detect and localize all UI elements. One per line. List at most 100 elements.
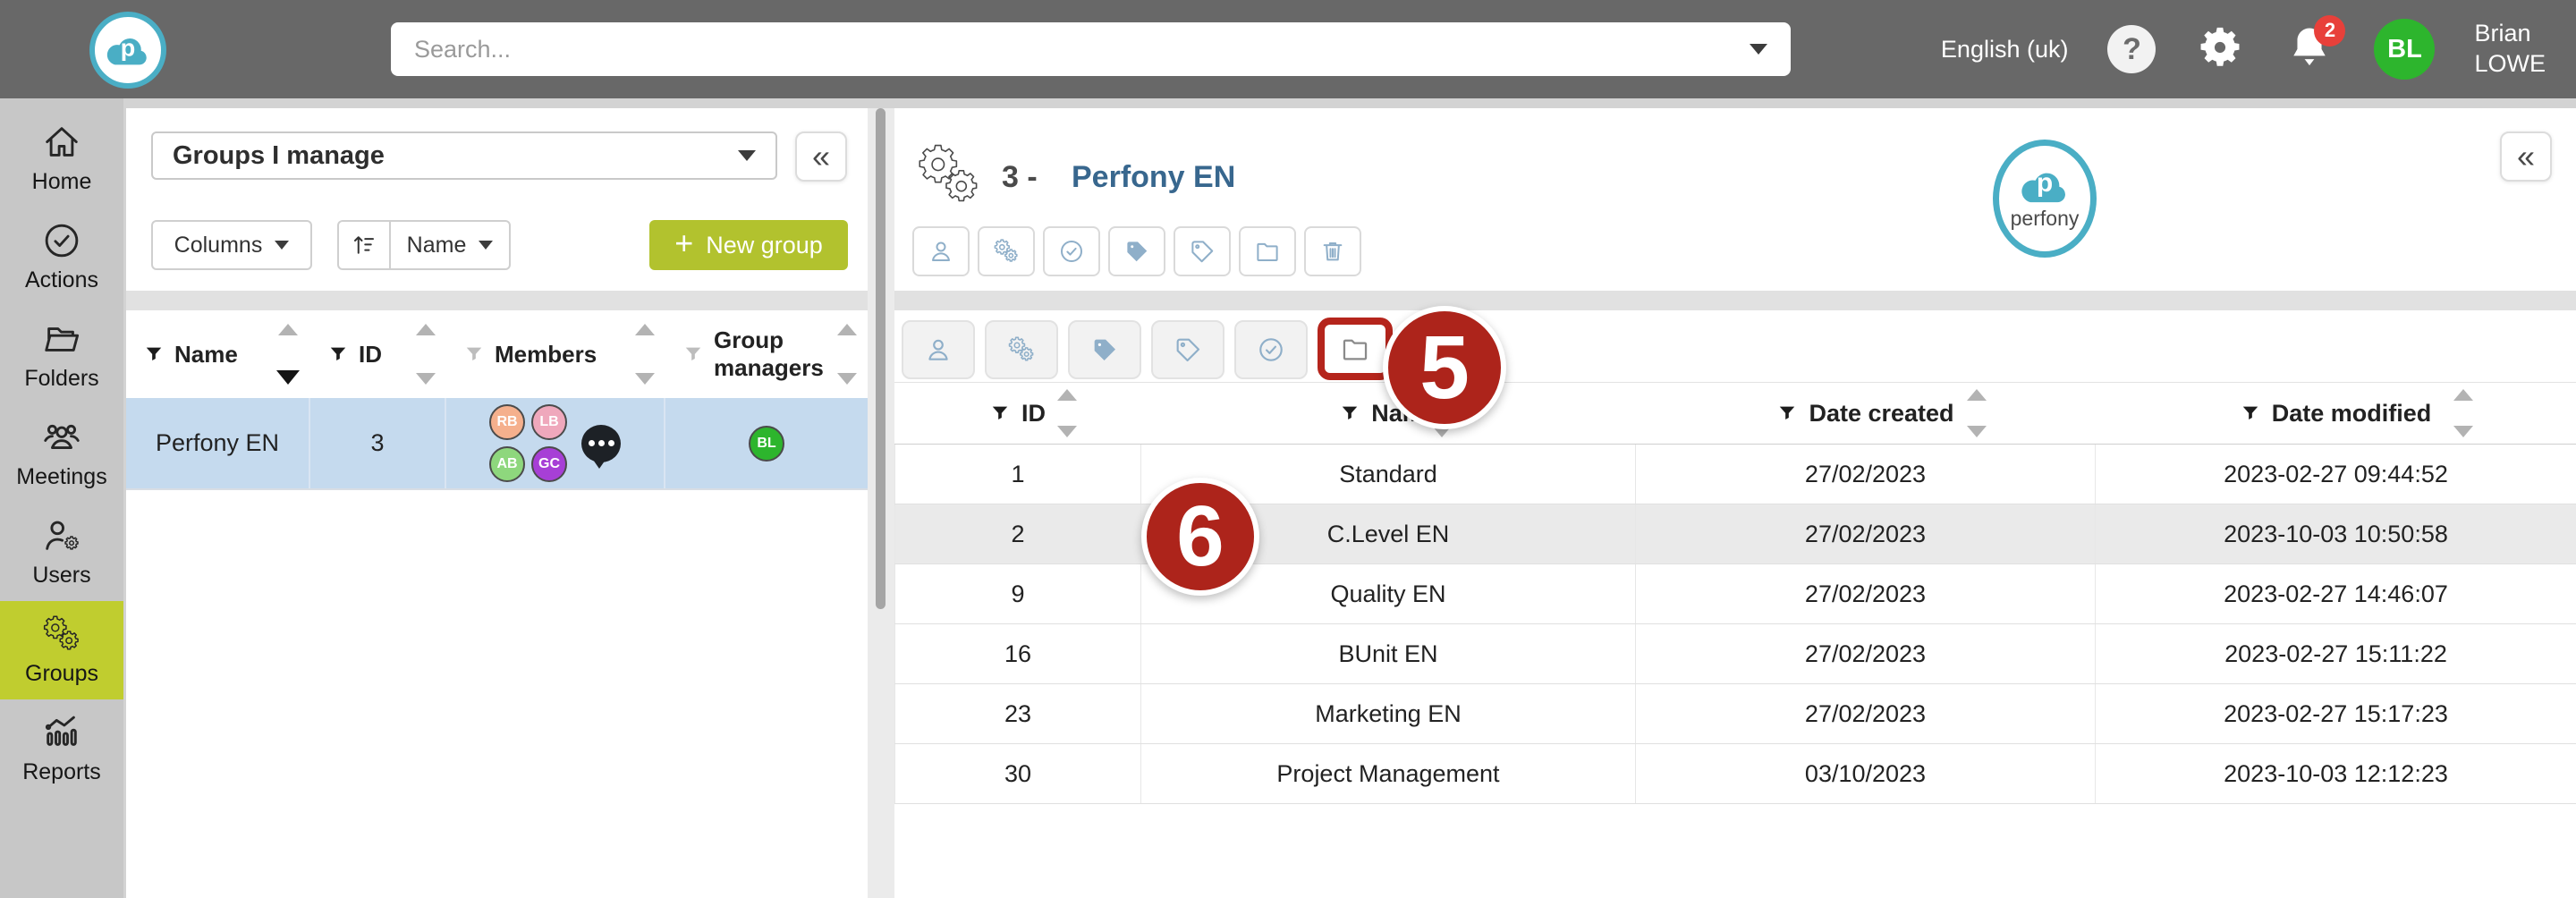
delete-button[interactable] [1304,226,1361,276]
sort-desc-icon[interactable] [635,373,655,385]
filter-icon[interactable] [328,344,348,364]
subgroups-toolbar [902,318,1393,380]
member-avatar[interactable]: LB [531,404,567,440]
tags-outline-button[interactable] [1151,320,1224,379]
logo-text: perfony [2010,206,2080,230]
user-avatar[interactable]: BL [2374,19,2436,80]
sort-desc-icon[interactable] [1057,426,1077,437]
collapse-left-panel-button[interactable]: « [795,131,847,182]
column-header-date-modified[interactable]: Date modified [2096,383,2576,444]
sort-desc-icon[interactable] [2453,426,2473,437]
manager-avatar[interactable]: BL [749,425,784,462]
sort-arrows[interactable] [416,324,436,385]
sidebar-item-meetings[interactable]: Meetings [0,404,123,503]
folders-button[interactable] [1239,226,1296,276]
filter-icon[interactable] [683,344,703,364]
app-logo[interactable]: p [89,12,166,89]
check-circle-icon [41,220,82,261]
divider-band [894,291,2576,310]
collapse-right-panel-button[interactable]: « [2500,131,2552,182]
filter-icon[interactable] [1777,403,1797,423]
sidebar-item-actions[interactable]: Actions [0,208,123,306]
user-name: Brian LOWE [2474,20,2546,77]
folder-icon [1340,334,1370,364]
settings-button[interactable] [2195,22,2245,77]
column-header-id[interactable]: ID [894,383,1141,444]
sort-asc-icon[interactable] [837,324,857,335]
user-gear-icon [41,515,82,556]
member-avatar[interactable]: RB [489,404,525,440]
subgroups-button[interactable] [978,226,1035,276]
filter-icon[interactable] [2241,403,2260,423]
tags-filled-button[interactable] [1108,226,1165,276]
sort-arrows[interactable] [635,324,655,385]
cloud-logo-icon: p [103,33,153,67]
sidebar-item-groups[interactable]: Groups [0,601,123,699]
notifications-button[interactable]: 2 [2284,14,2346,77]
group-row-selected[interactable]: Perfony EN 3 RB LB AB GC BL [126,398,868,490]
sort-arrows[interactable] [837,324,857,385]
sidebar-item-folders[interactable]: Folders [0,306,123,404]
column-header-name[interactable]: Name [126,310,310,398]
column-header-members[interactable]: Members [446,310,665,398]
member-avatar[interactable]: GC [531,446,567,482]
sort-asc-icon[interactable] [416,324,436,335]
filter-icon[interactable] [144,344,164,364]
filter-icon[interactable] [990,403,1010,423]
language-selector[interactable]: English (uk) [1940,35,2069,63]
plus-icon: + [674,224,694,261]
sort-desc-icon[interactable] [416,373,436,385]
trash-icon [1319,238,1346,265]
column-header-group-managers[interactable]: Group managers [665,310,868,398]
groups-view-select[interactable]: Groups I manage [151,131,777,180]
sort-asc-icon[interactable] [635,324,655,335]
sort-asc-icon[interactable] [2453,389,2473,401]
tag-filled-icon [1123,238,1150,265]
sort-desc-icon[interactable] [276,370,300,385]
subgroup-row[interactable]: 23 Marketing EN 27/02/2023 2023-02-27 15… [894,684,2576,744]
group-title[interactable]: Perfony EN [1072,160,1236,194]
tags-outline-button[interactable] [1174,226,1231,276]
columns-button[interactable]: Columns [151,220,312,270]
sort-direction-button[interactable] [337,220,391,270]
group-managers-cell[interactable]: BL [665,398,868,488]
chart-icon [41,712,82,753]
tags-filled-button[interactable] [1068,320,1141,379]
filter-icon[interactable] [1340,403,1360,423]
column-header-id[interactable]: ID [310,310,446,398]
sort-arrows[interactable] [276,324,300,385]
group-id-cell[interactable]: 3 [310,398,446,488]
subgroup-row[interactable]: 1 Standard 27/02/2023 2023-02-27 09:44:5… [894,445,2576,504]
sort-asc-icon[interactable] [1057,389,1077,401]
new-group-button[interactable]: + New group [649,220,848,270]
sidebar-item-users[interactable]: Users [0,503,123,601]
panel-scrollbar-thumb[interactable] [876,108,886,609]
actions-button[interactable] [1234,320,1308,379]
gears-icon [911,140,987,210]
actions-button[interactable] [1043,226,1100,276]
subgroup-row[interactable]: 30 Project Management 03/10/2023 2023-10… [894,744,2576,804]
members-button[interactable] [902,320,975,379]
sort-desc-icon[interactable] [837,373,857,385]
sidebar-item-reports[interactable]: Reports [0,699,123,798]
filter-icon[interactable] [464,344,484,364]
sort-asc-icon[interactable] [278,324,298,335]
search-dropdown-caret-icon[interactable] [1750,44,1767,55]
sort-asc-icon[interactable] [1967,389,1987,401]
sort-field-button[interactable]: Name [389,220,511,270]
subgroup-row[interactable]: 9 Quality EN 27/02/2023 2023-02-27 14:46… [894,564,2576,624]
column-header-date-created[interactable]: Date created [1636,383,2096,444]
sidebar-item-home[interactable]: Home [0,109,123,208]
folders-button-highlighted[interactable] [1318,318,1393,380]
global-search-input[interactable]: Search... [391,22,1791,76]
member-avatar[interactable]: AB [489,446,525,482]
more-members-ellipsis-icon[interactable] [581,424,621,469]
tag-outline-icon [1174,335,1202,364]
subgroups-button[interactable] [985,320,1058,379]
sort-desc-icon[interactable] [1967,426,1987,437]
group-name-cell[interactable]: Perfony EN [126,398,310,488]
group-members-cell[interactable]: RB LB AB GC [446,398,665,488]
members-button[interactable] [912,226,970,276]
subgroup-row[interactable]: 16 BUnit EN 27/02/2023 2023-02-27 15:11:… [894,624,2576,684]
help-button[interactable]: ? [2107,25,2157,73]
